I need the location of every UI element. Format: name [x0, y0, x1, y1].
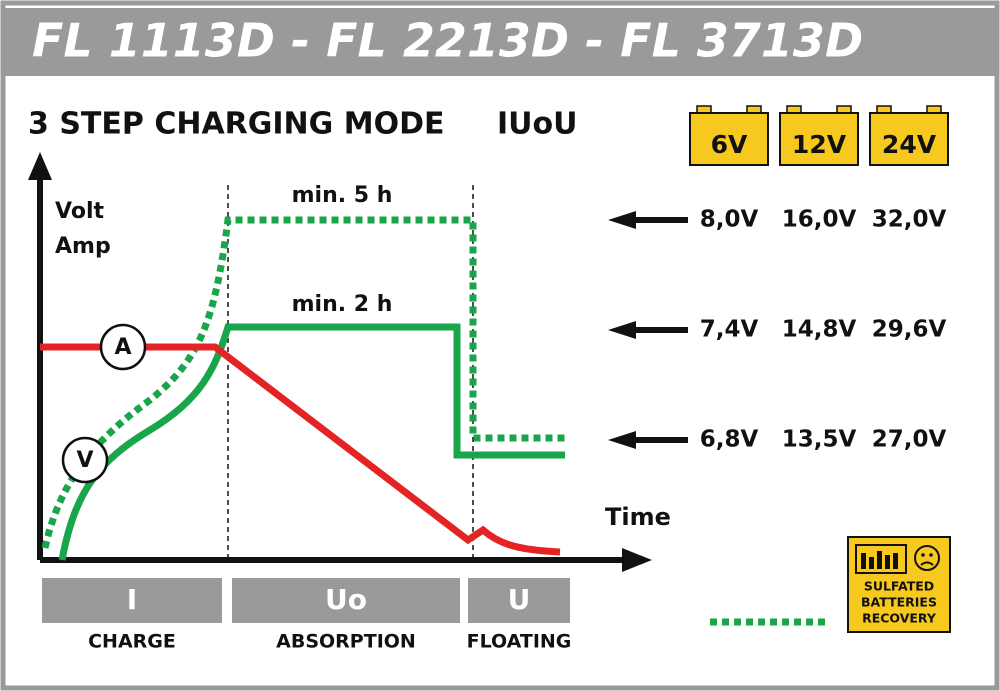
phase-label: FLOATING [467, 631, 572, 653]
phase-code: I [127, 583, 137, 616]
voltage-value: 7,4V [700, 317, 759, 343]
voltage-value: 32,0V [872, 207, 947, 233]
phase-code: U [508, 583, 531, 616]
curve-marker: V [76, 448, 93, 473]
phase-code: Uo [325, 583, 367, 616]
marker-circle [99, 323, 147, 371]
mode: IUoU [497, 107, 578, 142]
voltage-curve [58, 323, 565, 561]
voltage-value: 27,0V [872, 427, 947, 453]
badge-text: SULFATED [864, 579, 934, 594]
marker-circle [61, 436, 109, 484]
phase-label: ABSORPTION [276, 631, 416, 653]
diagram-title: 3 STEP CHARGING MODE [28, 107, 444, 142]
row-arrowhead [608, 211, 636, 229]
battery-icons [689, 105, 949, 166]
voltage-value: 13,5V [782, 427, 857, 453]
voltage-rows: 8,0V 16,0V 32,0V 7,4V 14,8V 29,6V 6,8V 13,5V 27,… [608, 207, 946, 453]
phase-label: CHARGE [88, 631, 176, 653]
y-label: Volt [55, 199, 104, 224]
phase-box [468, 578, 570, 623]
phase-box [42, 578, 222, 623]
badge-text: RECOVERY [862, 611, 937, 626]
duration-label: min. 2 h [292, 292, 393, 317]
header-band [5, 8, 995, 76]
x-arrow [622, 548, 652, 572]
header-title: FL 1113D - FL 2213D - FL 3713D [32, 14, 863, 68]
row-arrowhead [608, 321, 636, 339]
x-label: Time [605, 503, 671, 531]
battery-label: 12V [792, 130, 847, 159]
curve-marker: A [114, 335, 131, 360]
voltage-value: 14,8V [782, 317, 857, 343]
duration-label: min. 5 h [292, 183, 393, 208]
badge-icon [855, 544, 940, 574]
phase-box [232, 578, 460, 623]
voltage-value: 16,0V [782, 207, 857, 233]
voltage-value: 29,6V [872, 317, 947, 343]
y-arrow [28, 152, 52, 180]
badge [847, 536, 951, 633]
voltage-dotted-curve [41, 216, 565, 549]
row-arrowhead [608, 431, 636, 449]
battery-label: 24V [882, 130, 937, 159]
voltage-value: 6,8V [700, 427, 759, 453]
y-label: Amp [55, 234, 111, 259]
battery-label: 6V [711, 130, 748, 159]
current-curve [40, 343, 561, 556]
badge-text: BATTERIES [861, 595, 937, 610]
voltage-value: 8,0V [700, 207, 759, 233]
